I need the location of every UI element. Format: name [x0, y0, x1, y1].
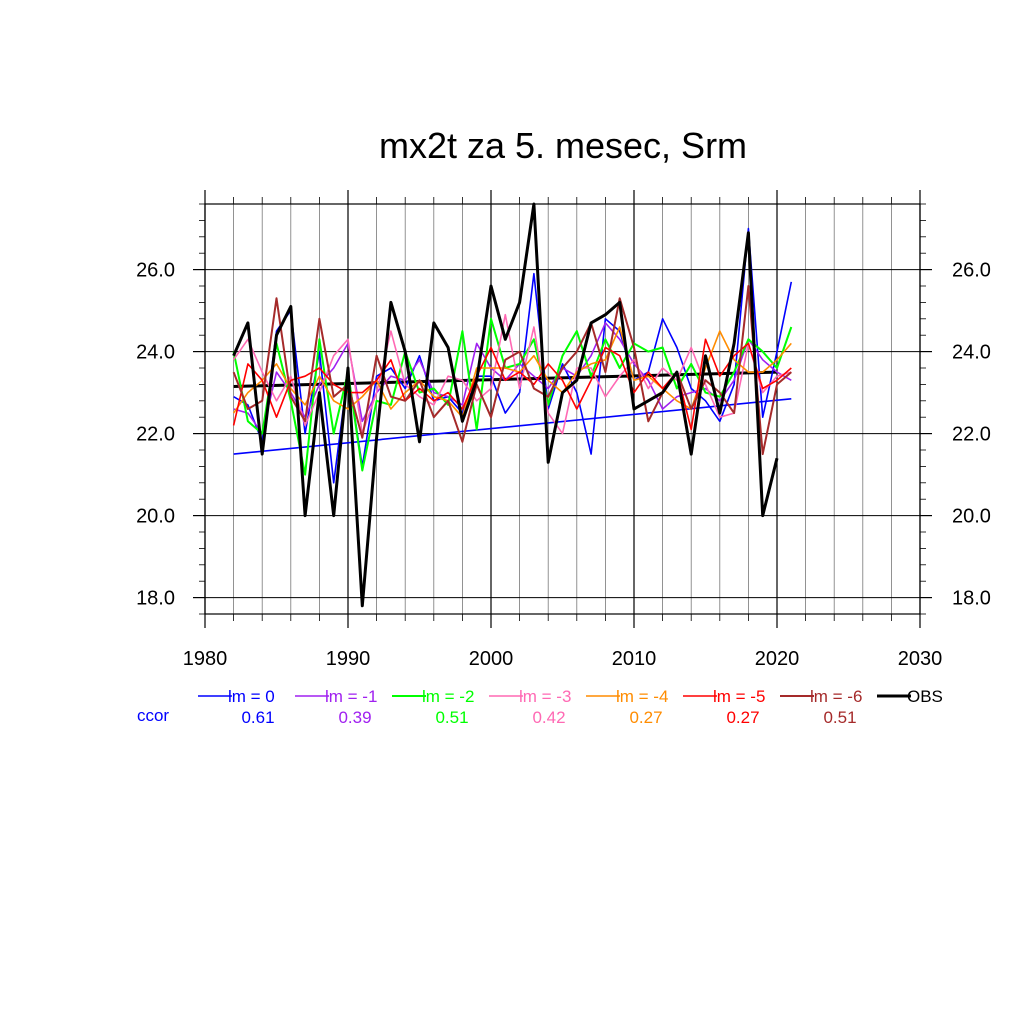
- ccor-value-0: 0.61: [241, 708, 274, 727]
- ccor-value-1: 0.39: [338, 708, 371, 727]
- series-line-3: [232, 313, 792, 435]
- plot-border: [204, 203, 921, 615]
- ccor-value-5: 0.27: [726, 708, 759, 727]
- ccor-value-3: 0.42: [532, 708, 565, 727]
- legend-label-5: lm = -5: [713, 687, 765, 706]
- x-tick-label: 1990: [326, 648, 371, 670]
- axes: 18.0 18.0 20.0 20.0 22.0 22.0 24.0 24.0 26.0 26.0…: [136, 190, 991, 670]
- plot-frame: [204, 203, 921, 615]
- ccor-label: ccor: [137, 706, 169, 725]
- x-tick-label: 1980: [183, 648, 228, 670]
- x-tick-label: 2010: [612, 648, 657, 670]
- x-tick-label: 2030: [898, 648, 943, 670]
- y-tick-label-left: 22.0: [136, 424, 175, 446]
- legend-label-4: lm = -4: [616, 687, 668, 706]
- ccor-value-2: 0.51: [435, 708, 468, 727]
- y-tick-label-right: 18.0: [952, 588, 991, 610]
- legend: ccor lm = 0 0.61 lm = -1 0.39 lm = -2 0.51 lm …: [137, 687, 943, 727]
- series-line-7: [232, 202, 779, 608]
- legend-label-1: lm = -1: [325, 687, 377, 706]
- ccor-value-4: 0.27: [629, 708, 662, 727]
- y-tick-label-right: 20.0: [952, 506, 991, 528]
- y-tick-label-left: 26.0: [136, 260, 175, 282]
- series-line-2: [232, 317, 793, 476]
- legend-label-7: OBS: [907, 687, 943, 706]
- chart-title: mx2t za 5. mesec, Srm: [379, 125, 747, 166]
- y-tick-label-left: 20.0: [136, 506, 175, 528]
- y-tick-label-right: 24.0: [952, 342, 991, 364]
- x-tick-label: 2020: [755, 648, 800, 670]
- ccor-value-6: 0.51: [823, 708, 856, 727]
- legend-label-3: lm = -3: [519, 687, 571, 706]
- legend-label-2: lm = -2: [422, 687, 474, 706]
- x-tick-label: 2000: [469, 648, 514, 670]
- series-lines: [232, 202, 793, 608]
- legend-label-6: lm = -6: [810, 687, 862, 706]
- series-line-5: [232, 338, 792, 431]
- legend-label-0: lm = 0: [228, 687, 275, 706]
- y-tick-label-right: 26.0: [952, 260, 991, 282]
- y-tick-label-left: 24.0: [136, 342, 175, 364]
- y-tick-label-right: 22.0: [952, 424, 991, 446]
- y-tick-label-left: 18.0: [136, 588, 175, 610]
